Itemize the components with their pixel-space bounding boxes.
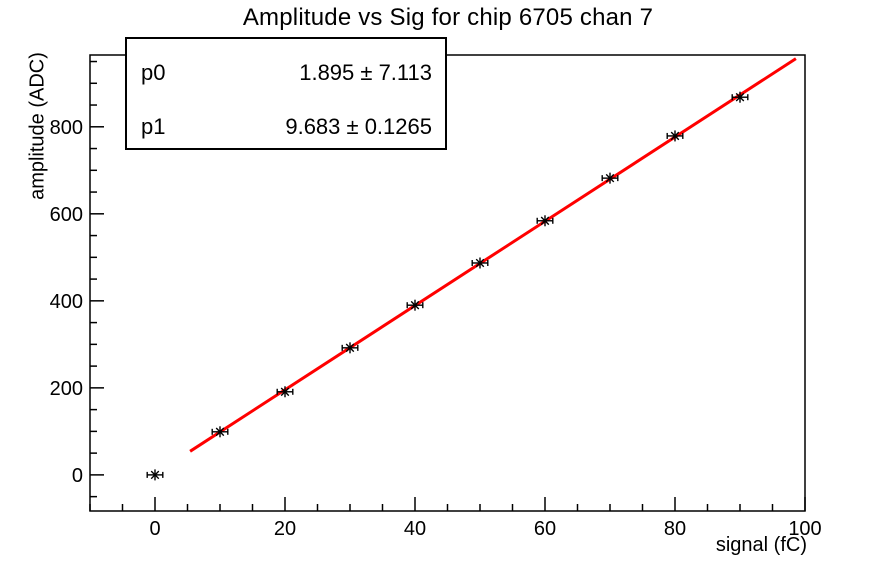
x-axis-tick-label: 0 — [149, 518, 160, 540]
y-axis-tick-label: 0 — [72, 465, 83, 487]
x-axis-tick-label: 100 — [788, 518, 821, 540]
marker-arm-diag2 — [735, 92, 745, 102]
y-axis-tick-label: 400 — [50, 291, 83, 313]
marker-arm-diag2 — [215, 427, 225, 437]
x-axis-title: signal (fC) — [715, 534, 807, 556]
y-axis-title: amplitude (ADC) — [26, 52, 49, 200]
data-point-marker — [276, 386, 294, 398]
data-point-marker — [406, 299, 424, 311]
fit-param-name-p0: p0 — [141, 60, 166, 85]
y-axis-tick-label: 800 — [50, 117, 83, 139]
fit-stats-row-p0: p0 1.895 ± 7.113 — [141, 59, 432, 86]
chart-title: Amplitude vs Sig for chip 6705 chan 7 — [242, 4, 654, 31]
marker-arm-diag2 — [280, 387, 290, 397]
data-point-marker — [666, 130, 684, 142]
fit-param-value-p0: 1.895 ± 7.113 — [299, 60, 432, 85]
marker-arm-diag2 — [605, 173, 615, 183]
marker-arm-diag2 — [475, 258, 485, 268]
marker-arm-diag2 — [670, 131, 680, 141]
data-point-marker — [601, 172, 619, 184]
data-point-marker — [471, 257, 489, 269]
y-axis-tick-label: 200 — [50, 378, 83, 400]
marker-arm-diag2 — [150, 470, 160, 480]
x-axis-tick-label: 80 — [664, 518, 686, 540]
data-point-marker — [146, 469, 164, 481]
y-axis-tick-label: 600 — [50, 204, 83, 226]
x-axis-tick-label: 60 — [534, 518, 556, 540]
data-point-marker — [536, 215, 554, 227]
marker-arm-diag2 — [540, 216, 550, 226]
data-point-marker — [341, 342, 359, 354]
fit-param-value-p1: 9.683 ± 0.1265 — [285, 114, 432, 139]
marker-arm-diag2 — [345, 343, 355, 353]
marker-arm-diag2 — [410, 300, 420, 310]
fit-stats-box: p0 1.895 ± 7.113 p1 9.683 ± 0.1265 — [125, 37, 447, 150]
fit-stats-row-p1: p1 9.683 ± 0.1265 — [141, 113, 432, 140]
fit-line — [189, 57, 797, 453]
x-axis-tick-label: 40 — [404, 518, 426, 540]
data-point-marker — [211, 426, 229, 438]
fit-param-name-p1: p1 — [141, 114, 166, 139]
x-axis-tick-label: 20 — [274, 518, 296, 540]
data-point-marker — [731, 91, 749, 103]
